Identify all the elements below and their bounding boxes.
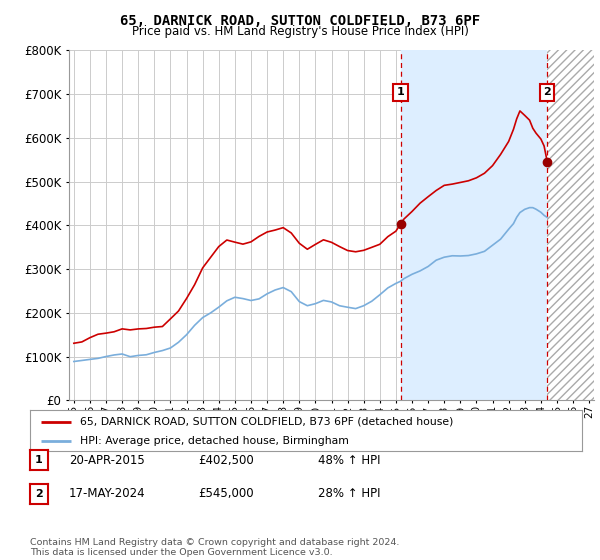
Text: 1: 1 <box>35 455 43 465</box>
Bar <box>401 50 547 400</box>
Text: 20-APR-2015: 20-APR-2015 <box>69 454 145 467</box>
Text: 65, DARNICK ROAD, SUTTON COLDFIELD, B73 6PF: 65, DARNICK ROAD, SUTTON COLDFIELD, B73 … <box>120 14 480 28</box>
Text: Price paid vs. HM Land Registry's House Price Index (HPI): Price paid vs. HM Land Registry's House … <box>131 25 469 38</box>
Text: 65, DARNICK ROAD, SUTTON COLDFIELD, B73 6PF (detached house): 65, DARNICK ROAD, SUTTON COLDFIELD, B73 … <box>80 417 453 427</box>
Text: £545,000: £545,000 <box>198 487 254 501</box>
Text: HPI: Average price, detached house, Birmingham: HPI: Average price, detached house, Birm… <box>80 436 349 446</box>
Bar <box>547 50 600 400</box>
Text: £402,500: £402,500 <box>198 454 254 467</box>
Bar <box>547 50 600 400</box>
Text: 48% ↑ HPI: 48% ↑ HPI <box>318 454 380 467</box>
Text: 1: 1 <box>397 87 404 97</box>
Text: 2: 2 <box>543 87 551 97</box>
Text: 28% ↑ HPI: 28% ↑ HPI <box>318 487 380 501</box>
Text: 2: 2 <box>35 489 43 499</box>
Text: Contains HM Land Registry data © Crown copyright and database right 2024.
This d: Contains HM Land Registry data © Crown c… <box>30 538 400 557</box>
Text: 17-MAY-2024: 17-MAY-2024 <box>69 487 146 501</box>
